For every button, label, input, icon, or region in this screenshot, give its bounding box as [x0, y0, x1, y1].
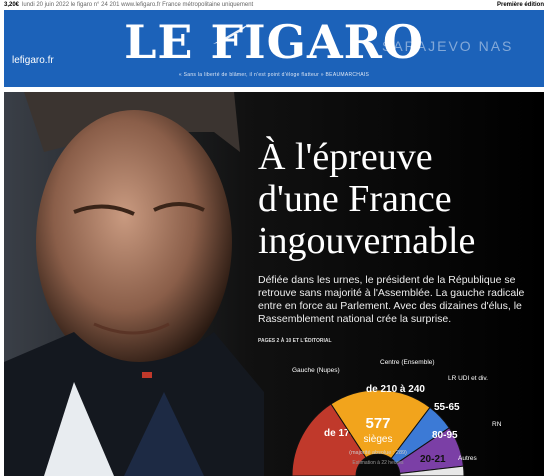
- center-value: 577: [365, 415, 390, 432]
- motto: « Sans la liberté de blâmer, il n'est po…: [178, 72, 370, 78]
- slice-value-label: 55-65: [434, 402, 460, 413]
- top-info-bar: 3,20€ lundi 20 juin 2022 le figaro n° 24…: [0, 0, 550, 10]
- slice-name-label: Centre (Ensemble): [380, 359, 435, 366]
- slice-name-label: Gauche (Nupes): [292, 367, 340, 374]
- slice-name-label: Autres: [458, 455, 478, 462]
- price: 3,20€: [4, 2, 20, 8]
- page-reference[interactable]: PAGES 2 À 10 ET L'ÉDITORIAL: [258, 338, 332, 344]
- newspaper-logo: LE FIGARO: [124, 15, 424, 69]
- chart-footnote: Estimation à 22 heures: [352, 460, 404, 466]
- portrait-photo: [4, 92, 544, 476]
- masthead: lefigaro.fr LE FIGARO SARAJEVO NAS « San…: [4, 10, 544, 87]
- site-url[interactable]: lefigaro.fr: [12, 55, 54, 66]
- center-label: sièges: [364, 434, 393, 445]
- slice-value-label: 20-21: [420, 454, 446, 465]
- main-headline[interactable]: À l'épreuve d'une France ingouvernable: [258, 136, 538, 262]
- edition-label: Première édition: [496, 2, 544, 8]
- standfirst: Défiée dans les urnes, le président de l…: [258, 274, 525, 325]
- slice-name-label: RN: [492, 421, 502, 428]
- headline-line: d'une France: [258, 178, 452, 220]
- slice-value-label: de 210 à 240: [366, 384, 425, 395]
- center-note: (majorité absolue : 289): [349, 450, 407, 456]
- headline-line: ingouvernable: [258, 220, 476, 262]
- cover-photo: [4, 92, 544, 476]
- quill-icon: [213, 24, 249, 44]
- pie-slice: [291, 403, 367, 476]
- slice-value-label: 80-95: [432, 430, 458, 441]
- pie-slice: [330, 389, 431, 460]
- headline-line: À l'épreuve: [258, 136, 433, 178]
- pie-slice: [399, 465, 465, 476]
- slice-name-label: LR UDI et div.: [448, 375, 488, 382]
- issue-line: lundi 20 juin 2022 le figaro n° 24 201 w…: [22, 2, 254, 8]
- supplement-title: SARAJEVO NAS: [382, 38, 514, 54]
- seat-chart: de 170 à 195Gauche (Nupes)de 210 à 240Ce…: [291, 359, 502, 476]
